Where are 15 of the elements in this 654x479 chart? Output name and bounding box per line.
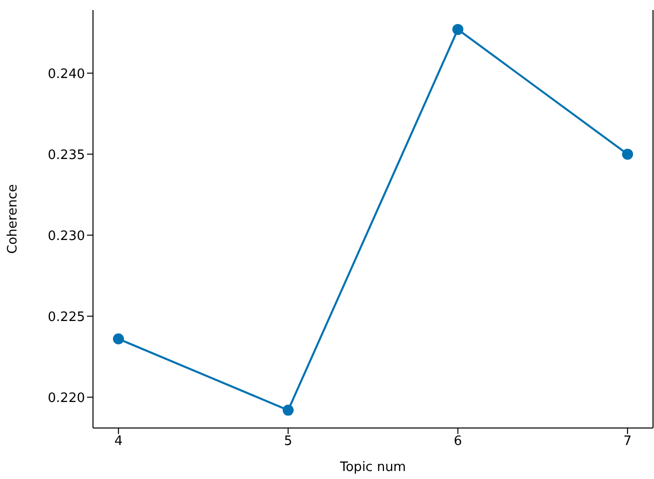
y-tick-label: 0.240 <box>48 66 85 82</box>
point <box>452 24 464 35</box>
x-tick-label: 5 <box>284 434 292 450</box>
point <box>112 333 124 344</box>
y-tick-label: 0.225 <box>48 310 85 325</box>
y-axis-title: Coherence <box>6 184 21 254</box>
x-tick-label: 7 <box>623 434 632 450</box>
x-tick-label: 6 <box>454 434 462 450</box>
y-tick-label: 0.220 <box>48 390 85 406</box>
x-axis-title: Topic num <box>339 460 406 475</box>
point <box>282 404 294 416</box>
x-tick-label: 4 <box>114 434 123 450</box>
y-tick-label: 0.230 <box>48 228 85 244</box>
point <box>622 148 634 160</box>
y-tick-label: 0.235 <box>48 148 85 163</box>
